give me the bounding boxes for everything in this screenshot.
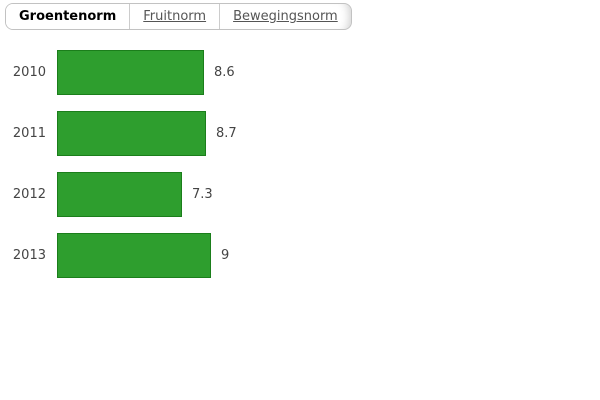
year-label: 2010 (12, 65, 46, 80)
year-label: 2012 (12, 187, 46, 202)
tab-bewegingsnorm[interactable]: Bewegingsnorm (219, 4, 351, 29)
tab-fruitnorm[interactable]: Fruitnorm (129, 4, 219, 29)
bar-2010 (57, 50, 204, 95)
value-label: 8.7 (216, 126, 237, 141)
bar-chart: 2010 8.6 2011 8.7 2012 7.3 2013 9 (0, 50, 237, 294)
bar-row: 2013 9 (0, 233, 237, 278)
value-label: 7.3 (192, 187, 213, 202)
value-label: 8.6 (214, 65, 235, 80)
bar-2013 (57, 233, 211, 278)
bar-row: 2010 8.6 (0, 50, 237, 95)
year-label: 2013 (12, 248, 46, 263)
value-label: 9 (221, 248, 230, 263)
bar-row: 2012 7.3 (0, 172, 237, 217)
year-label: 2011 (12, 126, 46, 141)
bar-2012 (57, 172, 182, 217)
bar-2011 (57, 111, 206, 156)
tab-groentenorm[interactable]: Groentenorm (6, 4, 130, 29)
tab-bar: Groentenorm Fruitnorm Bewegingsnorm (5, 3, 352, 30)
bar-row: 2011 8.7 (0, 111, 237, 156)
